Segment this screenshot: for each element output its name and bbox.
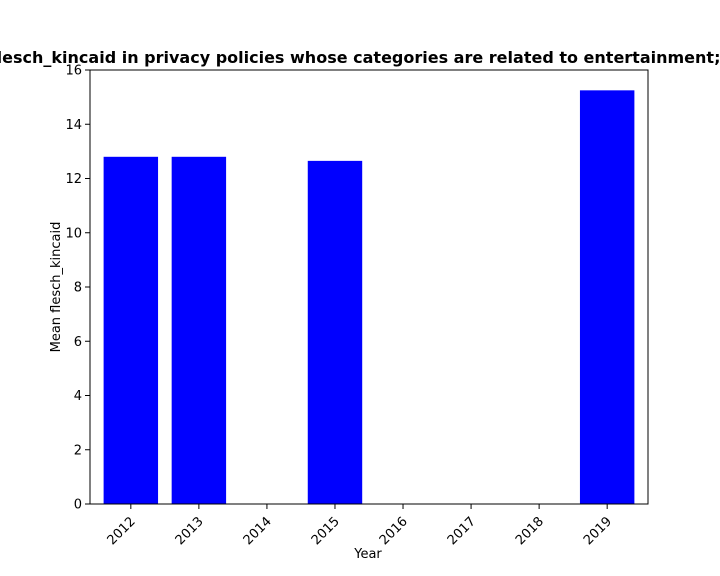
- x-tick-label-2012: 2012: [105, 514, 139, 548]
- y-axis-label: Mean flesch_kincaid: [49, 222, 64, 353]
- bar-2012: [103, 156, 159, 505]
- y-tick-label-8: 8: [74, 281, 82, 296]
- x-tick-label-2018: 2018: [513, 514, 547, 548]
- y-tick-label-2: 2: [74, 443, 82, 458]
- x-tick-label-2019: 2019: [581, 514, 615, 548]
- y-tick-label-12: 12: [65, 172, 82, 187]
- x-axis-label: Year: [353, 547, 382, 562]
- y-tick-label-6: 6: [74, 335, 82, 350]
- y-tick-label-0: 0: [74, 498, 82, 513]
- bar-2015: [307, 160, 363, 504]
- y-tick-label-10: 10: [65, 226, 82, 241]
- bar-2019: [579, 90, 635, 504]
- x-tick-label-2016: 2016: [377, 514, 411, 548]
- x-tick-label-2013: 2013: [173, 514, 207, 548]
- x-axis: 2012 2013 2014 2015 2016 2017 2018 2019: [105, 504, 615, 548]
- x-tick-label-2014: 2014: [241, 514, 275, 548]
- y-tick-label-14: 14: [65, 118, 82, 133]
- y-tick-label-16: 16: [65, 64, 82, 79]
- chart-title: Mean flesch_kincaid in privacy policies …: [0, 48, 720, 67]
- y-axis: 0 2 4 6 8 10 12 14 16: [65, 64, 90, 513]
- bars-group: [103, 90, 635, 505]
- x-tick-label-2017: 2017: [445, 514, 479, 548]
- x-tick-label-2015: 2015: [309, 514, 343, 548]
- y-tick-label-4: 4: [74, 389, 82, 404]
- bar-2013: [171, 156, 227, 505]
